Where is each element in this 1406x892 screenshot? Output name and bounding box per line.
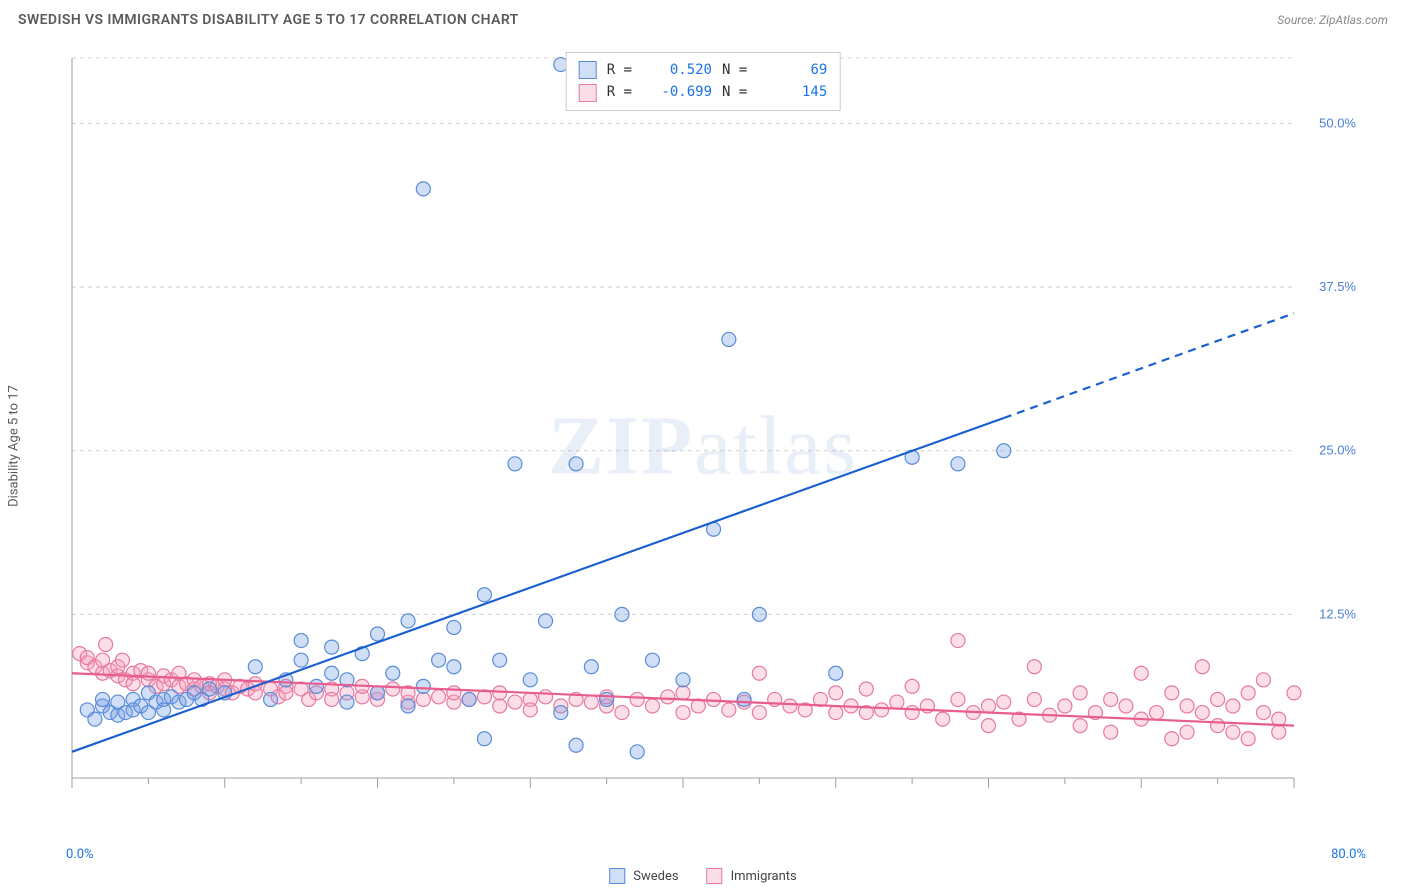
svg-text:12.5%: 12.5% xyxy=(1319,606,1356,621)
swedes-swatch-icon xyxy=(579,61,597,79)
legend-item-swedes: Swedes xyxy=(609,868,678,884)
legend-label: Swedes xyxy=(633,869,678,884)
immigrants-swatch-icon xyxy=(707,868,723,884)
y-axis-label: Disability Age 5 to 17 xyxy=(7,385,22,507)
plot-area: 12.5% 25.0% 37.5% 50.0% xyxy=(64,48,1364,818)
series-legend: Swedes Immigrants xyxy=(609,868,797,884)
x-axis-max-label: 80.0% xyxy=(1331,847,1366,862)
chart-title: SWEDISH VS IMMIGRANTS DISABILITY AGE 5 T… xyxy=(18,12,519,28)
x-axis-min-label: 0.0% xyxy=(66,847,94,862)
svg-text:37.5%: 37.5% xyxy=(1319,279,1356,294)
svg-text:50.0%: 50.0% xyxy=(1319,115,1356,130)
stats-row-immigrants: R = -0.699 N = 145 xyxy=(579,81,828,103)
correlation-stats-box: R = 0.520 N = 69 R = -0.699 N = 145 xyxy=(566,52,841,111)
legend-label: Immigrants xyxy=(731,869,797,884)
scatter-chart: 12.5% 25.0% 37.5% 50.0% xyxy=(64,48,1364,818)
stats-row-swedes: R = 0.520 N = 69 xyxy=(579,59,828,81)
swedes-swatch-icon xyxy=(609,868,625,884)
source-link[interactable]: ZipAtlas.com xyxy=(1319,13,1388,27)
svg-text:25.0%: 25.0% xyxy=(1319,443,1356,458)
immigrants-swatch-icon xyxy=(579,84,597,102)
legend-item-immigrants: Immigrants xyxy=(707,868,797,884)
source-attribution: Source: ZipAtlas.com xyxy=(1277,13,1388,27)
